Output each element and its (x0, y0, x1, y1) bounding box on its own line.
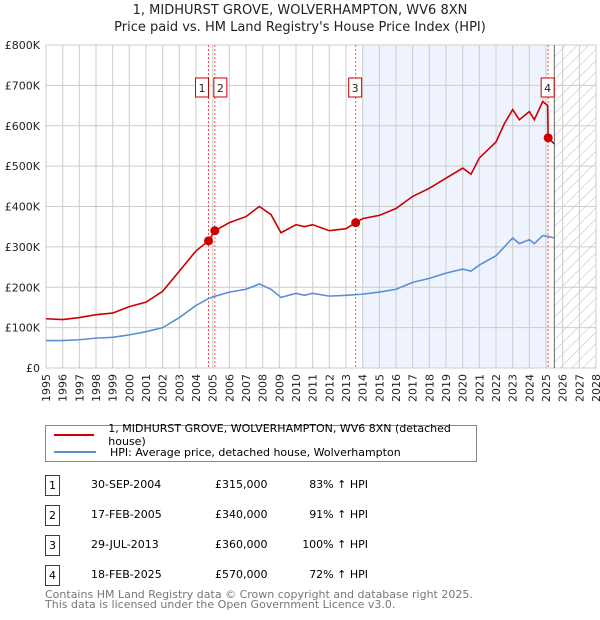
sale-label-box (195, 77, 209, 98)
sale-number: 3 (45, 535, 60, 556)
x-tick-label: 2015 (373, 374, 386, 402)
x-tick-label: 2020 (457, 374, 470, 402)
sale-number: 1 (45, 475, 60, 496)
x-tick-label: 2023 (507, 374, 520, 402)
x-tick-label: 2026 (557, 374, 570, 402)
x-tick-label: 2004 (190, 374, 203, 402)
chart-title: 1, MIDHURST GROVE, WOLVERHAMPTON, WV6 8X… (132, 3, 468, 18)
sale-hpi: 91% ↑ HPI (309, 508, 368, 521)
sale-label-box (213, 77, 228, 98)
sale-label: 2 (217, 82, 224, 95)
chart-subtitle: Price paid vs. HM Land Registry's House … (114, 20, 486, 35)
y-tick-label: £700K (5, 79, 41, 92)
sale-label-box (540, 77, 555, 98)
x-tick-label: 1999 (107, 374, 120, 402)
property-line (45, 100, 555, 321)
footer-line-1: Contains HM Land Registry data © Crown c… (45, 588, 473, 601)
x-tick-label: 2009 (273, 374, 286, 402)
x-tick-label: 2013 (340, 374, 353, 402)
x-tick-label: 2001 (140, 374, 153, 402)
legend-swatch-hpi (54, 451, 96, 453)
y-tick-label: £0 (26, 362, 40, 375)
x-tick-label: 1995 (40, 374, 53, 402)
footer: Contains HM Land Registry data © Crown c… (45, 588, 473, 611)
sale-point (351, 218, 361, 228)
y-tick-label: £100K (5, 322, 41, 335)
sale-label: 3 (352, 82, 359, 95)
sale-number: 4 (45, 565, 60, 586)
sale-label: 4 (544, 82, 551, 95)
sale-date: 17-FEB-2005 (91, 508, 162, 521)
x-tick-label: 2000 (123, 374, 136, 402)
x-tick-label: 2006 (223, 374, 236, 402)
x-tick-label: 2011 (307, 374, 320, 402)
sale-hpi: 100% ↑ HPI (302, 538, 368, 551)
y-tick-label: £500K (5, 160, 41, 173)
x-tick-label: 2014 (357, 374, 370, 402)
x-tick-label: 2010 (290, 374, 303, 402)
sale-date: 30-SEP-2004 (91, 478, 162, 491)
y-tick-label: £600K (5, 120, 41, 133)
hpi-line (46, 234, 555, 342)
sale-number: 2 (45, 505, 60, 526)
x-tick-label: 2027 (573, 374, 586, 402)
x-tick-label: 2019 (440, 374, 453, 402)
sale-date: 18-FEB-2025 (91, 568, 162, 581)
price-chart: 1995 1996 1997 1998 1999 2000 2001 2002 2003 2004… (5, 39, 600, 402)
x-tick-label: 2002 (157, 374, 170, 402)
legend-label-hpi: HPI: Average price, detached house, Wolv… (110, 445, 401, 459)
y-tick-label: £200K (5, 281, 41, 294)
x-tick-label: 2018 (423, 374, 436, 402)
x-tick-label: 1998 (90, 374, 103, 402)
x-tick-label: 2012 (323, 374, 336, 402)
x-tick-label: 2021 (473, 374, 486, 402)
sale-point (204, 236, 213, 246)
sale-price: £340,000 (215, 508, 268, 521)
sale-price: £315,000 (215, 478, 268, 491)
sale-label: 1 (199, 82, 206, 95)
y-tick-label: £300K (5, 241, 41, 254)
x-tick-label: 2022 (490, 374, 503, 402)
y-tick-label: £800K (5, 39, 41, 52)
y-tick-label: £400K (5, 201, 41, 214)
sale-hpi: 72% ↑ HPI (309, 568, 368, 581)
legend-swatch-property (54, 434, 95, 436)
sale-price: £570,000 (215, 568, 268, 581)
sale-point (543, 133, 553, 143)
sale-label-box (348, 77, 363, 98)
x-tick-label: 2008 (257, 374, 270, 402)
x-tick-label: 2005 (207, 374, 220, 402)
footer-line-2: This data is licensed under the Open Gov… (45, 598, 396, 611)
x-tick-label: 2017 (407, 374, 420, 402)
sale-date: 29-JUL-2013 (91, 538, 159, 551)
legend-label-property: 1, MIDHURST GROVE, WOLVERHAMPTON, WV6 8X… (108, 422, 451, 448)
sale-hpi: 83% ↑ HPI (309, 478, 368, 491)
x-tick-label: 2007 (240, 374, 253, 402)
x-tick-label: 1996 (57, 374, 70, 402)
sale-point (210, 226, 220, 236)
x-tick-label: 2024 (523, 374, 536, 402)
x-tick-label: 2016 (390, 374, 403, 402)
x-tick-label: 2028 (590, 374, 600, 402)
x-tick-label: 2025 (540, 374, 553, 402)
x-tick-label: 1997 (73, 374, 86, 402)
sale-price: £360,000 (215, 538, 268, 551)
x-tick-label: 2003 (173, 374, 186, 402)
legend: 1, MIDHURST GROVE, WOLVERHAMPTON, WV6 8X… (45, 422, 477, 462)
